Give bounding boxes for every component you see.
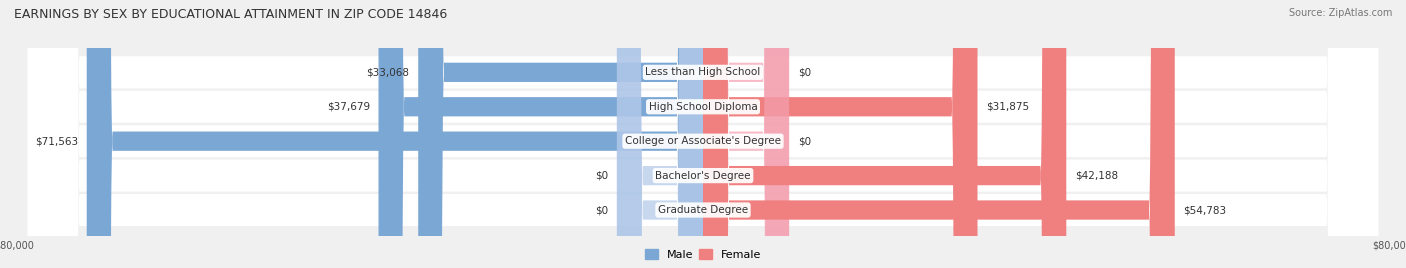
Text: $0: $0 [797, 136, 811, 146]
FancyBboxPatch shape [28, 0, 1378, 268]
FancyBboxPatch shape [703, 0, 977, 268]
Text: Bachelor's Degree: Bachelor's Degree [655, 171, 751, 181]
Text: $37,679: $37,679 [326, 102, 370, 112]
Text: $33,068: $33,068 [367, 67, 409, 77]
FancyBboxPatch shape [617, 0, 703, 268]
Text: $31,875: $31,875 [986, 102, 1029, 112]
FancyBboxPatch shape [28, 0, 1378, 268]
Text: $42,188: $42,188 [1076, 171, 1118, 181]
Text: $0: $0 [595, 205, 609, 215]
Text: EARNINGS BY SEX BY EDUCATIONAL ATTAINMENT IN ZIP CODE 14846: EARNINGS BY SEX BY EDUCATIONAL ATTAINMEN… [14, 8, 447, 21]
FancyBboxPatch shape [418, 0, 703, 268]
FancyBboxPatch shape [28, 0, 1378, 268]
Text: $54,783: $54,783 [1184, 205, 1226, 215]
FancyBboxPatch shape [87, 0, 703, 268]
FancyBboxPatch shape [703, 0, 1175, 268]
FancyBboxPatch shape [617, 0, 703, 268]
FancyBboxPatch shape [703, 0, 789, 268]
Text: $0: $0 [797, 67, 811, 77]
FancyBboxPatch shape [378, 0, 703, 268]
FancyBboxPatch shape [703, 0, 1066, 268]
FancyBboxPatch shape [28, 0, 1378, 268]
Legend: Male, Female: Male, Female [640, 244, 766, 264]
Text: High School Diploma: High School Diploma [648, 102, 758, 112]
FancyBboxPatch shape [28, 0, 1378, 268]
Text: Source: ZipAtlas.com: Source: ZipAtlas.com [1288, 8, 1392, 18]
FancyBboxPatch shape [703, 0, 789, 268]
Text: College or Associate's Degree: College or Associate's Degree [626, 136, 780, 146]
Text: Less than High School: Less than High School [645, 67, 761, 77]
Text: Graduate Degree: Graduate Degree [658, 205, 748, 215]
Text: $0: $0 [595, 171, 609, 181]
Text: $71,563: $71,563 [35, 136, 79, 146]
